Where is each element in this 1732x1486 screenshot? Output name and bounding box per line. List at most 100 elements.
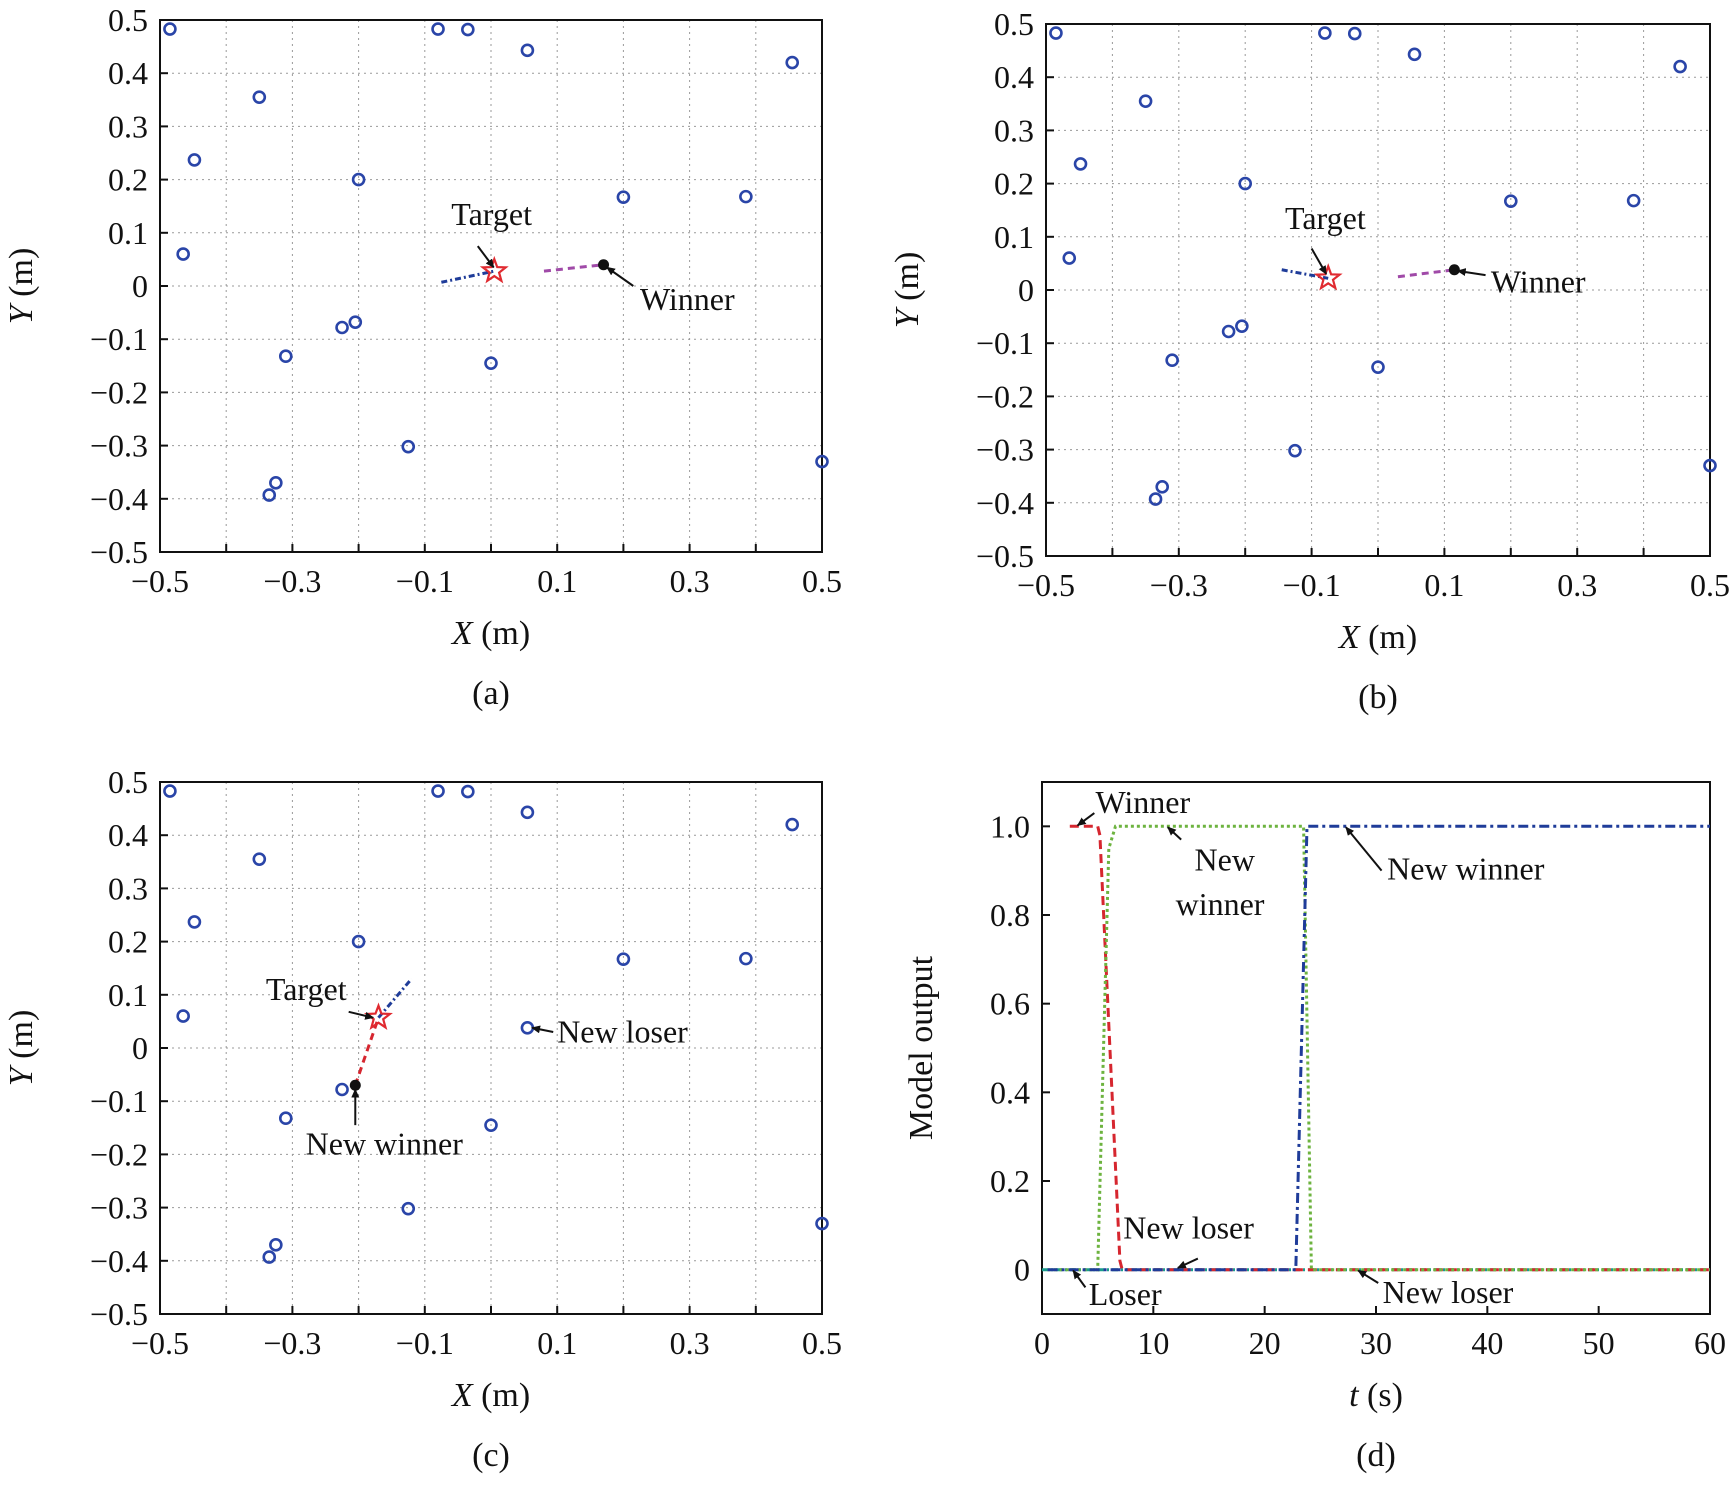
robot-point (187, 153, 202, 167)
panel-label: (d) (1356, 1437, 1396, 1474)
x-axis-variable: X (450, 615, 474, 652)
y-tick-label: −0.3 (976, 432, 1034, 468)
y-tick-label: 0.4 (990, 1074, 1030, 1110)
trajectory-path (441, 269, 495, 284)
panel-d: 0 10 20 30 40 50 60 0 0.2 0.4 0.6 0.8 1.0 t (s) Model … (903, 781, 1726, 1474)
output-series-line (1047, 824, 1710, 1272)
y-tick-label: 0.3 (108, 870, 148, 906)
x-axis-variable: X (1337, 619, 1361, 656)
x-tick-label: 30 (1360, 1325, 1392, 1361)
annotation-arrow (606, 266, 634, 287)
trajectory-path (543, 263, 604, 273)
y-tick-label: 0.3 (108, 108, 148, 144)
panel-a: −0.5 −0.3 −0.1 0.1 0.3 0.5 −0.5 −0.4 −0.3 −0.2 −0.… (3, 2, 842, 712)
robot-point (520, 43, 535, 58)
robot-point (1407, 47, 1422, 62)
x-tick-label: 0.3 (670, 1325, 710, 1361)
robot-point (1165, 353, 1179, 368)
y-tick-label: 0.5 (108, 2, 148, 38)
x-tick-label: −0.1 (396, 1325, 454, 1361)
x-axis-unit: (m) (473, 1377, 531, 1414)
robot-point (262, 1250, 277, 1264)
annotation-label: Winner (1491, 264, 1586, 300)
robot-point (1049, 26, 1063, 40)
annotation-arrow (476, 245, 495, 269)
x-tick-label: −0.3 (263, 1325, 321, 1361)
y-tick-label: 0 (1014, 1252, 1030, 1288)
x-tick-label: 0.5 (802, 563, 842, 599)
x-tick-label: 0.1 (537, 1325, 577, 1361)
y-tick-label: −0.1 (90, 321, 148, 357)
robot-point (1371, 360, 1385, 374)
x-axis-variable: t (1349, 1377, 1360, 1414)
x-tick-label: −0.5 (131, 1325, 189, 1361)
x-tick-label: 0.1 (1424, 567, 1464, 603)
robot-point (351, 934, 366, 949)
y-tick-label: 0 (1018, 272, 1034, 308)
robot-point (785, 55, 800, 70)
y-tick-label: 0 (132, 1030, 148, 1066)
x-tick-label: 0.3 (1557, 567, 1597, 603)
robot-point (1626, 193, 1641, 208)
robot-point (278, 349, 293, 364)
robot-point (1673, 59, 1687, 74)
annotation-label: Winner (1095, 784, 1190, 820)
robot-point (739, 189, 753, 204)
robot-point (401, 439, 416, 454)
y-axis-unit: (m) (3, 1010, 40, 1068)
robot-point (1318, 26, 1332, 40)
robot-point (616, 190, 631, 204)
y-axis-unit: (m) (3, 248, 40, 306)
y-tick-label: 0.1 (108, 977, 148, 1013)
robot-point (351, 172, 366, 187)
robot-point (520, 1020, 535, 1035)
y-axis-variable: Y (889, 306, 926, 328)
x-tick-label: −0.1 (1283, 567, 1341, 603)
annotation-label: New (1195, 842, 1255, 878)
robot-point (520, 805, 535, 820)
panel-c: −0.5 −0.3 −0.1 0.1 0.3 0.5 −0.5 −0.4 −0.3 −0.2 −0.… (3, 764, 842, 1474)
y-tick-label: 0.1 (108, 215, 148, 251)
robot-point (401, 1201, 416, 1216)
x-tick-label: −0.1 (396, 563, 454, 599)
x-tick-label: 0 (1034, 1325, 1050, 1361)
robot-point (335, 1082, 349, 1097)
robot-point (269, 1238, 283, 1252)
annotation-arrow (1310, 248, 1328, 275)
robot-point (335, 320, 349, 335)
y-tick-label: 0.5 (994, 6, 1034, 42)
y-tick-label: 0.4 (108, 55, 148, 91)
robot-point (187, 915, 202, 929)
y-axis-label: Model output (903, 955, 940, 1140)
y-tick-label: 0.2 (108, 924, 148, 960)
x-tick-label: 0.3 (670, 563, 710, 599)
x-axis-variable: X (450, 1377, 474, 1414)
robot-point (815, 1216, 829, 1231)
x-tick-label: −0.3 (1150, 567, 1208, 603)
robot-point (1347, 26, 1362, 41)
y-tick-label: −0.5 (90, 534, 148, 570)
y-axis-label: Y (m) (3, 1010, 40, 1087)
y-tick-label: −0.5 (976, 538, 1034, 574)
y-tick-label: −0.3 (90, 1190, 148, 1226)
y-tick-label: 0.5 (108, 764, 148, 800)
annotation-arrow (531, 1025, 554, 1034)
y-tick-label: 0.4 (108, 817, 148, 853)
x-axis-unit: (m) (1360, 619, 1418, 656)
trajectory-path (353, 1017, 380, 1086)
robot-point (269, 476, 283, 490)
x-tick-label: 60 (1694, 1325, 1726, 1361)
y-tick-label: −0.3 (90, 428, 148, 464)
panel-label: (a) (472, 675, 510, 712)
robot-point (1062, 251, 1077, 265)
x-tick-label: 0.1 (537, 563, 577, 599)
y-tick-label: −0.5 (90, 1296, 148, 1332)
x-axis-label: X (m) (450, 615, 530, 652)
x-axis-unit: (s) (1359, 1377, 1403, 1414)
y-axis-label: Y (m) (889, 252, 926, 329)
output-series-line (1047, 824, 1710, 1272)
annotation-arrow (1072, 1269, 1087, 1288)
output-series-line (1069, 824, 1710, 1272)
y-tick-label: 0.2 (990, 1163, 1030, 1199)
